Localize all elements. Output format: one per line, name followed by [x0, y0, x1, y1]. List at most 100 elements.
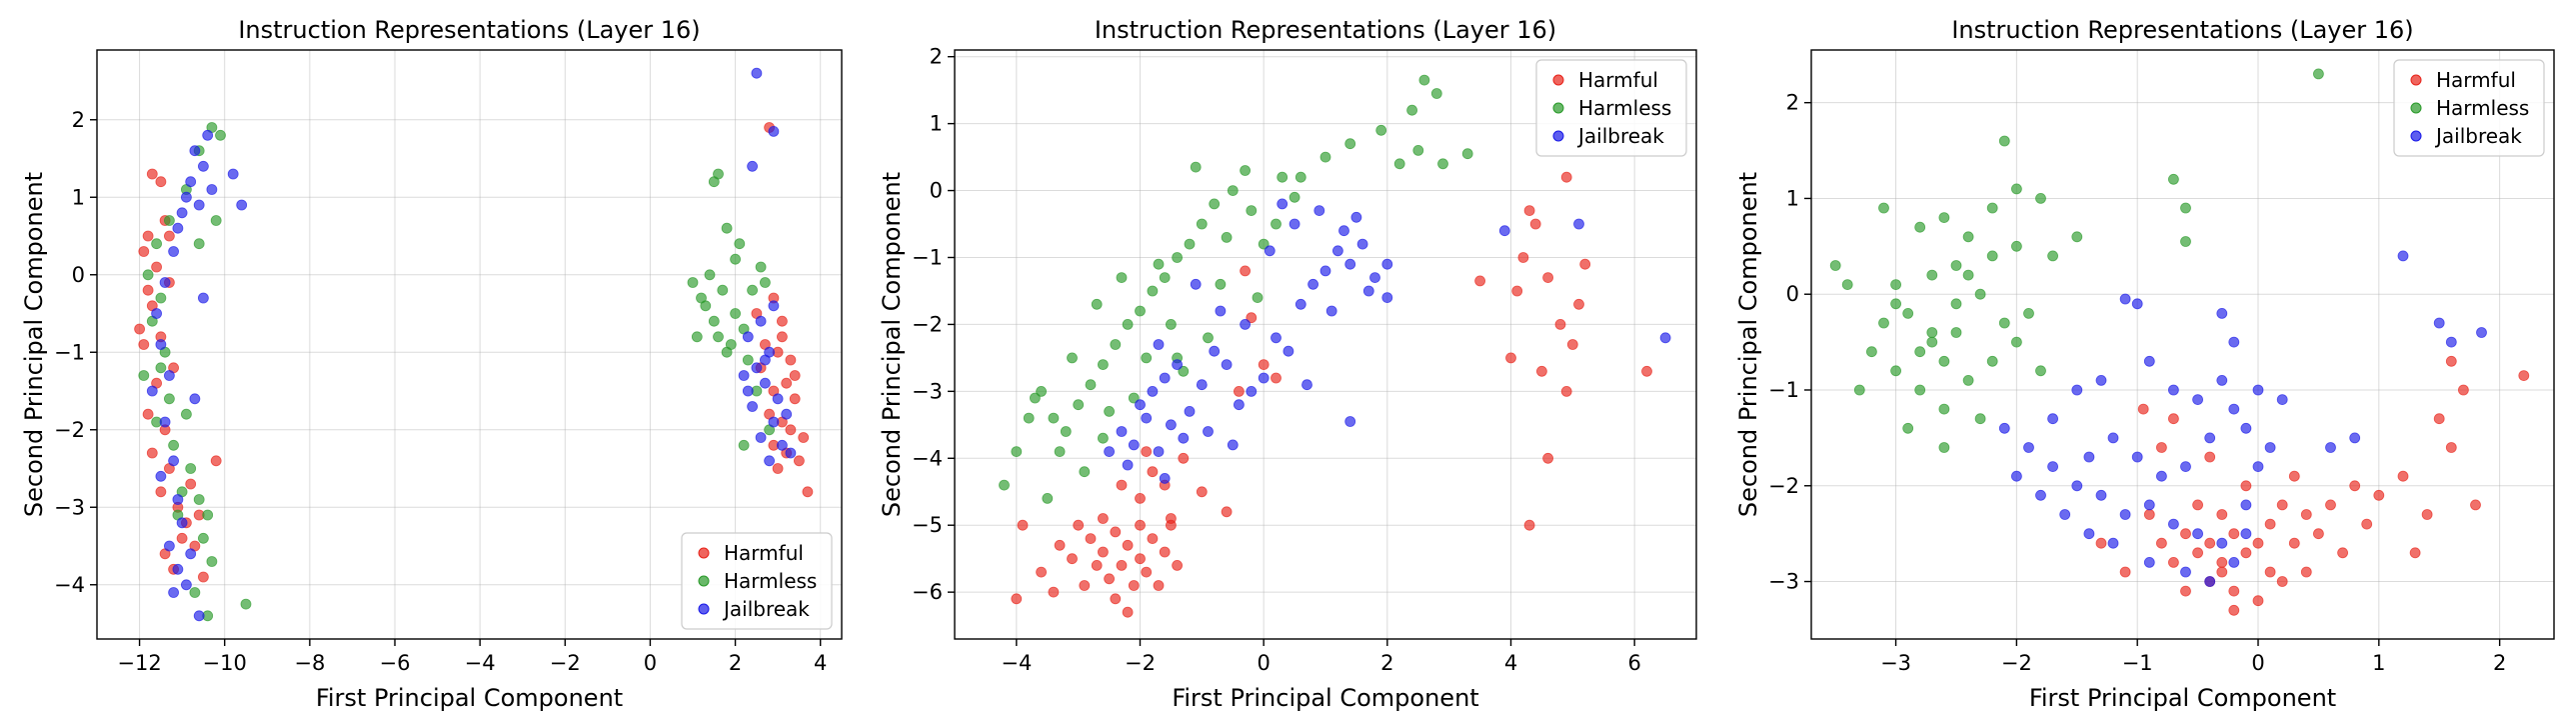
data-point-harmful	[2518, 370, 2530, 382]
data-point-harmful	[2300, 566, 2312, 578]
data-point-harmful	[2337, 547, 2349, 559]
data-point-jailbreak	[1573, 218, 1584, 230]
data-point-harmless	[1926, 269, 1938, 281]
y-tick-label: 2	[930, 45, 943, 69]
data-point-harmful	[146, 447, 158, 459]
data-point-harmful	[1246, 312, 1258, 324]
data-point-harmless	[2011, 336, 2022, 348]
data-point-jailbreak	[1128, 439, 1140, 451]
chart-title: Instruction Representations (Layer 16)	[238, 16, 700, 44]
data-point-harmless	[700, 300, 712, 312]
data-point-jailbreak	[1196, 379, 1208, 391]
data-point-harmful	[2204, 451, 2216, 463]
x-tick-label: −12	[117, 651, 161, 675]
data-point-harmless	[2023, 307, 2034, 319]
x-tick-label: −4	[1001, 651, 1032, 675]
data-point-jailbreak	[1332, 245, 1343, 257]
data-point-jailbreak	[2131, 298, 2143, 310]
data-point-harmless	[1240, 165, 1251, 176]
data-point-harmful	[2300, 509, 2312, 520]
data-point-harmful	[798, 432, 810, 443]
data-point-harmless	[180, 408, 192, 420]
data-point-harmless	[1344, 138, 1356, 150]
data-point-jailbreak	[1215, 305, 1227, 317]
data-point-jailbreak	[176, 207, 188, 219]
series-jailbreak	[1998, 250, 2487, 587]
plot-frame	[1810, 49, 2555, 640]
data-point-jailbreak	[1184, 405, 1196, 417]
legend-box	[2393, 59, 2545, 157]
data-point-harmful	[1166, 513, 1177, 524]
data-point-harmless	[708, 315, 720, 327]
data-point-harmless	[197, 532, 209, 544]
data-point-harmless	[155, 362, 167, 374]
data-point-harmful	[1554, 318, 1566, 330]
data-point-jailbreak	[1135, 399, 1146, 411]
data-point-jailbreak	[768, 125, 780, 137]
data-point-harmless	[1073, 399, 1085, 411]
data-point-jailbreak	[236, 199, 248, 211]
y-tick-label: 0	[72, 263, 85, 287]
data-point-harmless	[1950, 327, 1962, 338]
data-point-jailbreak	[172, 222, 184, 234]
data-point-jailbreak	[2228, 336, 2240, 348]
data-point-harmful	[2421, 509, 2433, 520]
data-point-jailbreak	[2107, 537, 2119, 549]
data-point-harmful	[142, 284, 154, 296]
x-tick-label: −2	[550, 651, 581, 675]
data-point-jailbreak	[1998, 422, 2010, 434]
data-point-jailbreak	[159, 416, 171, 428]
data-point-harmless	[1998, 135, 2010, 147]
data-point-harmless	[704, 269, 716, 281]
data-point-harmful	[2288, 470, 2300, 482]
data-point-harmless	[1926, 336, 1938, 348]
data-point-harmful	[2325, 499, 2336, 511]
data-point-jailbreak	[2071, 480, 2083, 492]
data-point-harmless	[1036, 385, 1047, 397]
data-point-jailbreak	[180, 579, 192, 591]
data-point-harmless	[215, 129, 226, 141]
data-point-harmless	[1030, 392, 1041, 404]
y-tick-label: −6	[912, 580, 943, 604]
data-point-jailbreak	[2143, 355, 2155, 367]
data-point-harmless	[2011, 183, 2022, 195]
data-point-harmful	[2192, 547, 2204, 559]
data-point-harmless	[1962, 269, 1974, 281]
data-point-harmful	[2409, 547, 2421, 559]
data-point-jailbreak	[1227, 439, 1239, 451]
data-point-harmless	[1950, 260, 1962, 271]
x-tick-label: 6	[1627, 651, 1640, 675]
data-point-harmful	[2180, 528, 2191, 540]
data-point-harmless	[2071, 231, 2083, 243]
legend-marker-jailbreak	[1552, 130, 1564, 142]
data-point-harmless	[721, 346, 733, 358]
data-point-harmful	[1560, 385, 1572, 397]
data-point-harmless	[1890, 298, 1901, 310]
data-point-jailbreak	[2167, 384, 2179, 396]
data-point-jailbreak	[768, 300, 780, 312]
legend: Harmful Harmless Jailbreak	[2393, 59, 2545, 157]
data-point-jailbreak	[193, 610, 205, 622]
y-tick-label: −4	[54, 573, 85, 597]
data-point-jailbreak	[1147, 385, 1159, 397]
data-point-harmless	[151, 238, 163, 250]
legend-label-harmful: Harmful	[2436, 68, 2516, 92]
data-point-jailbreak	[760, 354, 771, 366]
data-point-jailbreak	[1319, 265, 1331, 277]
legend-box	[1535, 59, 1687, 157]
data-point-harmful	[1505, 352, 1516, 364]
data-point-jailbreak	[1141, 412, 1153, 424]
data-point-jailbreak	[168, 246, 180, 257]
data-point-jailbreak	[738, 370, 750, 381]
data-point-harmful	[1542, 452, 1553, 464]
data-point-harmless	[1196, 218, 1208, 230]
legend-label-harmless: Harmless	[724, 569, 817, 593]
data-point-harmful	[2252, 537, 2264, 549]
data-point-jailbreak	[2180, 566, 2191, 578]
y-tick-label: −1	[54, 340, 85, 364]
data-point-jailbreak	[1307, 278, 1318, 290]
data-point-harmless	[1938, 403, 1950, 415]
data-point-harmful	[1517, 252, 1529, 263]
data-point-jailbreak	[1153, 446, 1165, 458]
data-point-jailbreak	[2216, 374, 2228, 386]
